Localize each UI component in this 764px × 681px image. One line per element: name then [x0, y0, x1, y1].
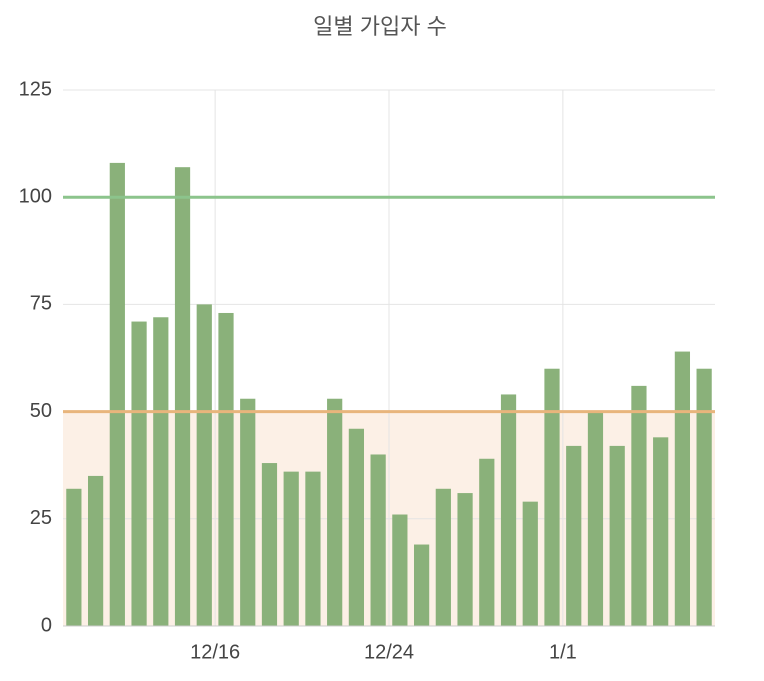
bar	[283, 471, 299, 626]
bar	[674, 351, 691, 626]
bar	[392, 514, 408, 626]
y-tick-label: 125	[19, 78, 52, 100]
chart-title: 일별 가입자 수	[313, 14, 447, 39]
bar	[479, 458, 495, 626]
bar	[348, 428, 365, 626]
bar	[457, 493, 473, 626]
bar	[66, 488, 82, 626]
bar	[131, 321, 147, 626]
bar	[696, 368, 712, 626]
x-tick-label: 12/16	[190, 641, 240, 663]
x-tick-label: 1/1	[549, 641, 577, 663]
y-tick-label: 25	[30, 507, 52, 529]
y-tick-label: 100	[19, 185, 52, 207]
bar	[653, 437, 669, 626]
bar	[500, 394, 517, 626]
bar	[153, 317, 169, 626]
bar	[196, 304, 212, 626]
bar	[609, 445, 625, 626]
y-tick-label: 0	[41, 614, 52, 636]
bar	[305, 471, 321, 626]
bar	[370, 454, 386, 626]
bar	[109, 162, 125, 626]
bar	[327, 398, 343, 626]
bar	[218, 312, 234, 626]
bar	[240, 398, 256, 626]
bar	[631, 385, 647, 626]
bar	[587, 411, 604, 626]
bar	[566, 445, 582, 626]
bar	[261, 463, 278, 626]
bar	[87, 475, 104, 626]
y-tick-label: 50	[30, 400, 52, 422]
bar	[174, 167, 191, 626]
bar	[413, 544, 430, 626]
bar	[544, 368, 560, 626]
bar	[522, 501, 538, 626]
y-tick-label: 75	[30, 293, 52, 315]
x-tick-label: 12/24	[364, 641, 414, 663]
bar	[435, 488, 451, 626]
